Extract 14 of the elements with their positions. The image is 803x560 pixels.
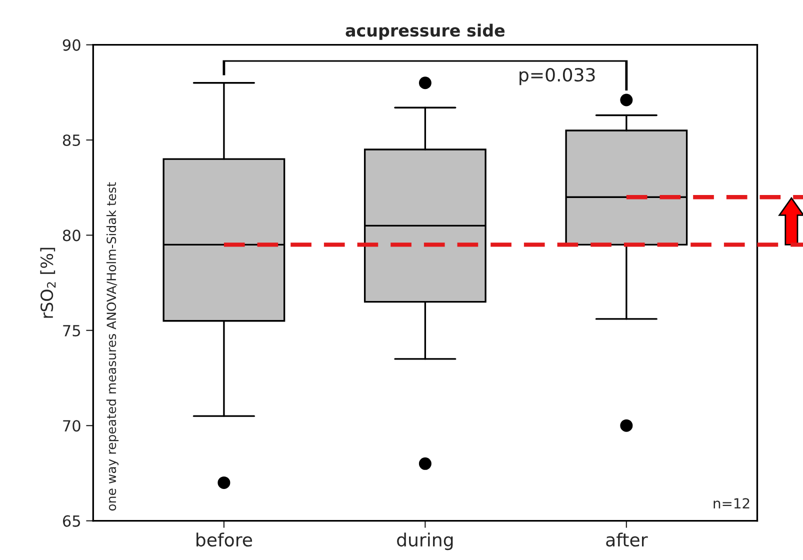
y-tick-label: 85: [62, 134, 80, 146]
y-tick-label: 70: [63, 420, 80, 432]
y-tick-label: 65: [62, 515, 80, 527]
annotation: one way repeated measures ANOVA/Holm-Sidak test: [106, 182, 119, 511]
annotation: n=12: [714, 498, 750, 508]
x-tick-label: during: [397, 532, 453, 550]
y-tick-label: 75: [63, 325, 80, 336]
x-tick-label: before: [196, 532, 252, 547]
annotation: p=0.033: [520, 68, 595, 86]
chart-title: acupressure side: [346, 24, 505, 40]
y-tick-label: 90: [62, 39, 80, 51]
y-axis-title: rSO$_{2}$ [%]: [40, 248, 56, 318]
y-tick-label: 80: [62, 230, 80, 242]
x-tick-label: after: [606, 532, 648, 547]
